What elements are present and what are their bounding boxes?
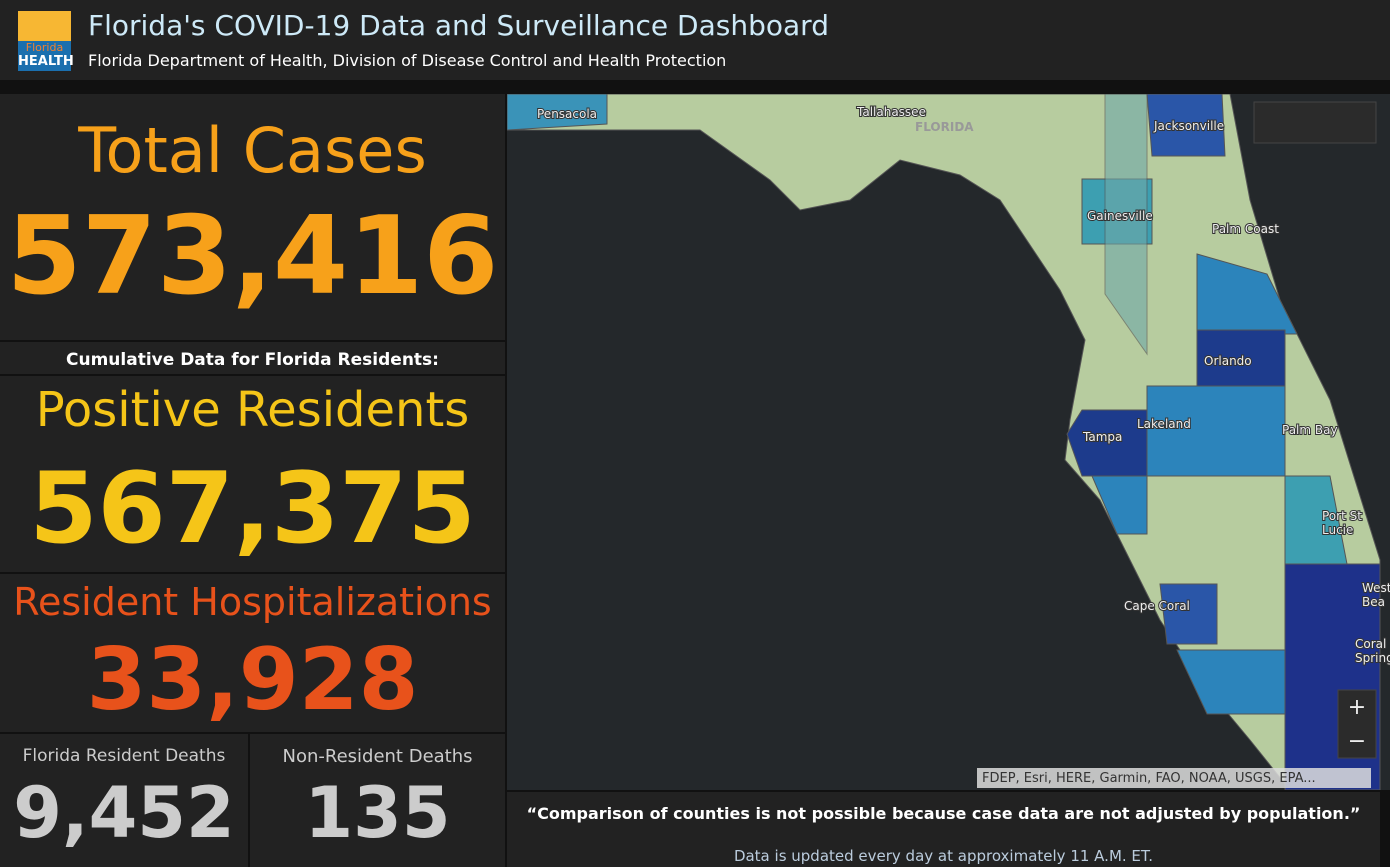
value: 33,928 — [86, 630, 419, 730]
map-label: Palm Coast — [1212, 222, 1279, 236]
map-label: Gainesville — [1087, 209, 1153, 223]
map-label: Bea — [1362, 595, 1385, 609]
map-label: Lucie — [1322, 523, 1353, 537]
label: Total Cases — [78, 114, 427, 187]
map-label: Lakeland — [1137, 417, 1191, 431]
map-label: FLORIDA — [915, 120, 974, 134]
map-label: Tallahassee — [856, 105, 926, 119]
value: 573,416 — [6, 194, 499, 319]
map-label: Orlando — [1204, 354, 1252, 368]
zoom-out[interactable]: − — [1348, 729, 1366, 754]
logo-text: Florida — [25, 41, 64, 54]
value: 135 — [304, 772, 451, 854]
map-label: Tampa — [1082, 430, 1122, 444]
nonresident-deaths-card: Non-Resident Deaths 135 — [250, 734, 505, 867]
title: Florida's COVID-19 Data and Surveillance… — [88, 9, 829, 42]
map-label: Palm Bay — [1282, 423, 1338, 437]
label: Resident Hospitalizations — [13, 580, 492, 624]
map-label: Coral — [1355, 637, 1386, 651]
subtitle: Florida Department of Health, Division o… — [88, 51, 727, 70]
label: Florida Resident Deaths — [22, 746, 226, 766]
footer: “Comparison of counties is not possible … — [507, 792, 1380, 867]
section-strip: Cumulative Data for Florida Residents: — [0, 342, 505, 374]
zoom-in[interactable]: + — [1348, 695, 1366, 720]
map-label: Jacksonville — [1153, 119, 1224, 133]
header: Florida HEALTH Florida's COVID-19 Data a… — [0, 0, 1390, 80]
attribution: FDEP, Esri, HERE, Garmin, FAO, NOAA, USG… — [982, 771, 1316, 786]
logo: Florida HEALTH — [18, 11, 74, 71]
map-label: West P — [1362, 581, 1390, 595]
map-label: Port St — [1322, 509, 1362, 523]
map-label: Springs — [1355, 651, 1390, 665]
update: Data is updated every day at approximate… — [733, 847, 1154, 865]
hospitalization-card: Resident Hospitalizations 33,928 — [0, 574, 505, 732]
map-label: Pensacola — [537, 107, 597, 121]
logo-text: HEALTH — [18, 54, 74, 69]
map-label: Cape Coral — [1124, 599, 1190, 613]
note: “Comparison of counties is not possible … — [526, 804, 1361, 823]
section-label: Cumulative Data for Florida Residents: — [66, 350, 439, 370]
label: Positive Residents — [35, 382, 470, 438]
resident-deaths-card: Florida Resident Deaths 9,452 — [0, 734, 248, 867]
positive-card: Positive Residents 567,375 — [0, 376, 505, 572]
label: Non-Resident Deaths — [282, 746, 473, 767]
value: 9,452 — [13, 772, 235, 854]
value: 567,375 — [29, 452, 476, 566]
total-cases-card: Total Cases 573,416 — [0, 94, 505, 340]
